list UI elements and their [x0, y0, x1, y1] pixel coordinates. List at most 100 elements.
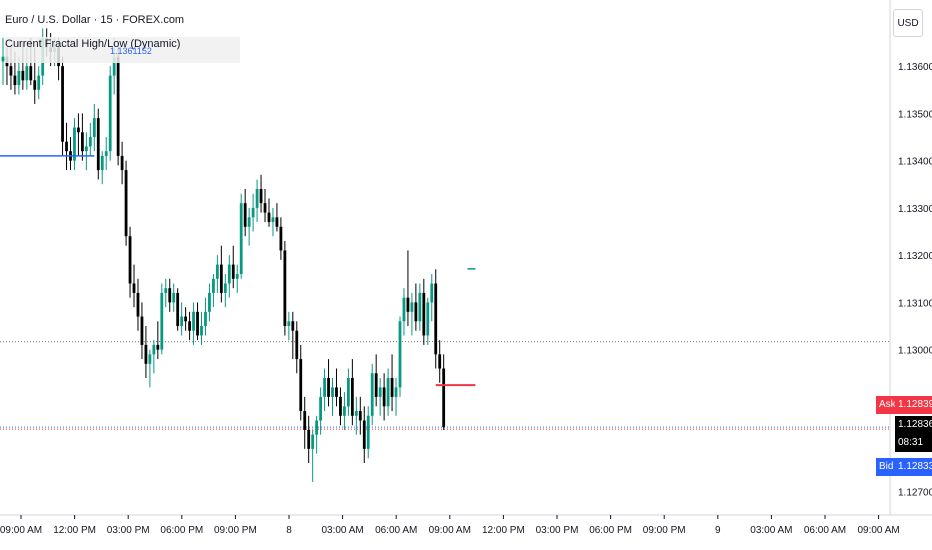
- fractal-levels: [0, 155, 476, 387]
- candle-body: [9, 66, 13, 76]
- candle-body: [358, 411, 362, 421]
- candle-body: [164, 288, 168, 293]
- candle-body: [339, 396, 342, 416]
- candle-body: [343, 406, 346, 416]
- time-tick-label: 03:00 AM: [321, 525, 363, 536]
- candle-body: [414, 302, 418, 322]
- candle-body: [370, 373, 374, 416]
- candle-body: [120, 155, 124, 171]
- candle-body: [128, 236, 132, 284]
- candle-body: [287, 321, 291, 327]
- candle-body: [374, 373, 378, 397]
- candle-body: [426, 302, 430, 336]
- candle-body: [136, 292, 140, 317]
- time-tick-label: 09:00 PM: [643, 525, 686, 536]
- candle-body: [124, 170, 128, 237]
- candle-body: [327, 377, 330, 397]
- candle-body: [239, 203, 243, 275]
- candle-body: [108, 75, 112, 152]
- candle-body: [331, 387, 334, 397]
- price-tick-label: 1.13500: [898, 109, 932, 120]
- candles: [1, 28, 446, 482]
- candle-body: [204, 311, 207, 327]
- time-tick-label: 12:00 PM: [482, 525, 525, 536]
- indicator-label[interactable]: Current Fractal High/Low (Dynamic): [5, 37, 241, 63]
- time-tick-label: 09:00 AM: [0, 525, 42, 536]
- candle-body: [116, 56, 120, 156]
- candle-body: [84, 146, 88, 152]
- candle-body: [200, 326, 203, 336]
- price-tick-label: 1.12700: [898, 487, 932, 498]
- candle-body: [1, 56, 5, 62]
- candle-body: [335, 387, 338, 397]
- candle-body: [275, 217, 279, 227]
- candle-body: [418, 292, 422, 322]
- candle-body: [350, 377, 354, 416]
- candle-body: [33, 80, 37, 90]
- currency-button[interactable]: USD: [893, 9, 923, 37]
- candle-body: [378, 387, 382, 397]
- candle-body: [219, 264, 223, 293]
- time-tick-label: 06:00 PM: [160, 525, 203, 536]
- candle-body: [346, 377, 350, 407]
- candle-body: [223, 283, 227, 293]
- candle-body: [215, 264, 219, 279]
- candle-body: [13, 75, 17, 86]
- candle-body: [148, 354, 152, 364]
- indicator-value: 1.1361152: [110, 46, 152, 56]
- candle-body: [196, 311, 199, 336]
- candle-body: [442, 368, 446, 428]
- candle-body: [208, 292, 211, 312]
- time-tick-label: 03:00 PM: [536, 525, 579, 536]
- candle-body: [259, 188, 263, 204]
- candle-body: [398, 321, 402, 388]
- candle-body: [243, 203, 247, 227]
- candle-body: [172, 292, 176, 303]
- time-tick-label: 03:00 PM: [107, 525, 150, 536]
- candle-body: [295, 330, 299, 360]
- candle-body: [188, 321, 191, 331]
- candle-body: [180, 316, 184, 327]
- candle-body: [255, 188, 259, 208]
- candle-body: [263, 203, 267, 213]
- candle-body: [17, 70, 21, 86]
- candle-body: [140, 316, 144, 345]
- candle-body: [184, 316, 188, 322]
- candle-body: [307, 429, 311, 449]
- candle-body: [410, 302, 414, 312]
- time-tick-label: 09:00 PM: [214, 525, 257, 536]
- candle-body: [100, 155, 104, 171]
- candle-body: [212, 278, 215, 293]
- candle-body: [291, 321, 295, 331]
- candle-body: [271, 217, 275, 223]
- candle-body: [25, 66, 29, 81]
- candle-body: [247, 217, 251, 227]
- candle-body: [168, 288, 172, 303]
- time-tick-label: 12:00 PM: [53, 525, 96, 536]
- candle-body: [406, 297, 410, 312]
- candle-body: [422, 292, 426, 336]
- candle-body: [279, 226, 283, 251]
- time-axis[interactable]: 09:00 AM 12:00 PM 03:00 PM 06:00 PM 09:00 PM…: [0, 515, 900, 536]
- candle-body: [434, 283, 438, 355]
- candle-body: [81, 132, 84, 152]
- price-tick-label: 1.13600: [898, 62, 932, 73]
- price-tick-label: 1.13000: [898, 346, 932, 357]
- candle-body: [303, 411, 307, 430]
- time-tick-label: 06:00 PM: [589, 525, 632, 536]
- time-tick-label: 09:00 AM: [857, 525, 899, 536]
- candle-body: [65, 141, 68, 152]
- price-tick-label: 1.13300: [898, 204, 932, 215]
- bid-price-tag: 1.12833: [895, 458, 932, 476]
- candle-body: [112, 56, 116, 76]
- candle-body: [88, 137, 92, 147]
- candle-body: [315, 420, 319, 435]
- candle-body: [227, 264, 231, 284]
- price-tick-label: 1.13400: [898, 157, 932, 168]
- time-tick-label: 03:00 AM: [750, 525, 792, 536]
- last-price-tag: 1.12836: [895, 416, 932, 434]
- candle-body: [366, 415, 370, 449]
- time-tick-label: 06:00 AM: [804, 525, 846, 536]
- countdown-tag: 08:31: [895, 434, 932, 452]
